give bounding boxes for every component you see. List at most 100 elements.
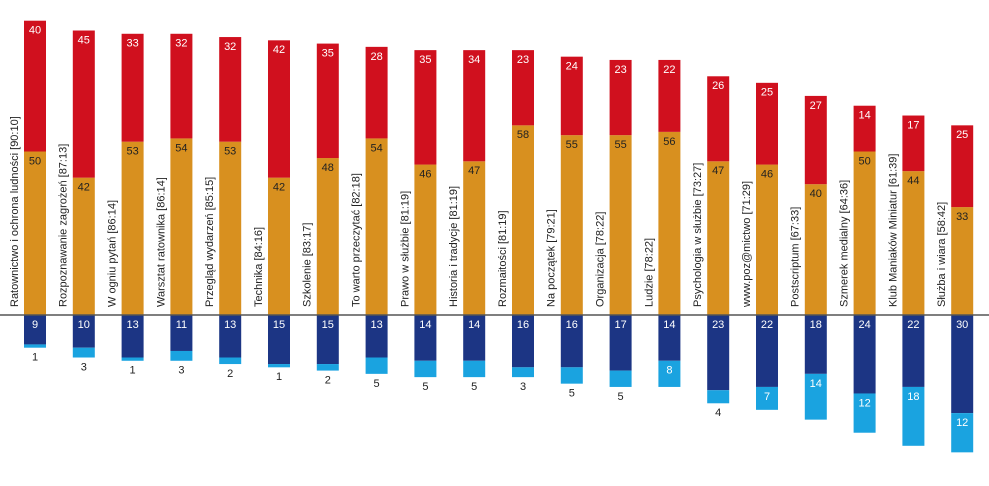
value-label: 23 xyxy=(517,54,529,66)
category-label: Ludzie [78:22] xyxy=(643,238,655,307)
bar-segment xyxy=(609,59,632,136)
bar-segment xyxy=(756,164,778,315)
bar-segment xyxy=(853,105,876,152)
bar-segment xyxy=(560,135,583,315)
value-label: 9 xyxy=(32,319,38,331)
bar-segment xyxy=(512,367,534,378)
bar-segment xyxy=(72,177,95,315)
value-label: 8 xyxy=(666,365,672,377)
value-label: 42 xyxy=(273,44,285,56)
bar-segment xyxy=(658,360,681,387)
category-label: Ratownictwo i ochrona ludności [90:10] xyxy=(9,116,21,307)
value-label: 5 xyxy=(618,391,624,403)
value-label: 1 xyxy=(276,371,282,383)
bar-segment xyxy=(707,161,730,315)
bar-segment xyxy=(219,315,242,358)
value-label: 50 xyxy=(858,155,870,167)
value-label: 28 xyxy=(370,51,382,63)
bar-segment xyxy=(658,131,681,315)
bar-segment xyxy=(463,161,486,315)
bar-segment xyxy=(902,171,925,315)
value-label: 10 xyxy=(78,319,90,331)
value-label: 54 xyxy=(370,142,382,154)
bar-segment xyxy=(365,357,388,374)
bar-segment xyxy=(951,207,974,315)
value-label: 44 xyxy=(907,175,919,187)
value-label: 35 xyxy=(322,47,334,59)
bar-segment xyxy=(121,357,144,361)
value-label: 42 xyxy=(273,182,285,194)
value-label: 11 xyxy=(176,319,187,331)
value-label: 23 xyxy=(712,319,724,331)
value-label: 46 xyxy=(761,168,773,180)
value-label: 14 xyxy=(810,378,822,390)
category-label: Technika [84:16] xyxy=(253,227,265,307)
category-label: Organizacja [78:22] xyxy=(595,212,607,307)
category-label: To warto przeczytać [82:18] xyxy=(351,173,363,307)
value-label: 1 xyxy=(130,365,136,377)
bar-segment xyxy=(24,151,46,315)
bar-segment xyxy=(463,360,486,378)
bar-segment xyxy=(365,138,388,315)
value-label: 32 xyxy=(224,41,236,53)
value-label: 5 xyxy=(569,388,575,400)
category-label: Psychologia w służbie [73:27] xyxy=(692,163,704,307)
category-label: Prawo w służbie [81:19] xyxy=(399,191,411,307)
value-label: 16 xyxy=(566,319,578,331)
value-label: 48 xyxy=(322,162,334,174)
value-label: 14 xyxy=(663,319,675,331)
value-label: 2 xyxy=(227,368,233,380)
category-label: Rozmaitości [81:19] xyxy=(497,210,509,307)
bar-segment xyxy=(24,315,46,345)
bar-segment xyxy=(951,125,974,208)
value-label: 22 xyxy=(907,319,919,331)
category-label: Na początek [79:21] xyxy=(546,209,558,307)
value-label: 54 xyxy=(175,142,187,154)
bar-segment xyxy=(804,95,827,185)
bar-segment xyxy=(268,40,290,178)
bar-segment xyxy=(609,315,632,371)
bar-segment xyxy=(316,158,339,315)
value-label: 7 xyxy=(764,391,770,403)
bar-segment xyxy=(414,315,437,361)
value-label: 14 xyxy=(468,319,480,331)
bar-segment xyxy=(170,315,193,351)
value-label: 14 xyxy=(419,319,431,331)
value-label: 42 xyxy=(78,182,90,194)
bar-segment xyxy=(219,37,242,142)
category-label: Rozpoznawanie zagrożeń [87:13] xyxy=(58,144,70,307)
value-label: 26 xyxy=(712,80,724,92)
value-label: 47 xyxy=(468,165,480,177)
value-label: 24 xyxy=(566,61,578,73)
value-label: 40 xyxy=(29,25,41,37)
value-label: 16 xyxy=(517,319,529,331)
bar-segment xyxy=(756,386,778,410)
value-label: 53 xyxy=(126,146,138,158)
bar-segment xyxy=(512,50,534,126)
bar-segment xyxy=(365,315,388,358)
value-label: 53 xyxy=(224,146,236,158)
bar-segment xyxy=(121,141,144,315)
value-label: 25 xyxy=(761,87,773,99)
value-label: 5 xyxy=(374,378,380,390)
value-label: 33 xyxy=(126,38,138,50)
value-label: 13 xyxy=(370,319,382,331)
bar-segment xyxy=(219,141,242,315)
bar-segment xyxy=(853,393,876,433)
bar-segment xyxy=(756,82,778,165)
value-label: 50 xyxy=(29,155,41,167)
value-label: 22 xyxy=(663,64,675,76)
value-label: 15 xyxy=(322,319,334,331)
value-label: 46 xyxy=(419,168,431,180)
bar-segment xyxy=(72,315,95,348)
bar-segment xyxy=(951,315,974,414)
value-label: 55 xyxy=(566,139,578,151)
bar-segment xyxy=(804,373,827,420)
value-label: 45 xyxy=(78,34,90,46)
bar-segment xyxy=(560,367,583,384)
value-label: 30 xyxy=(956,319,968,331)
bar-segment xyxy=(24,344,46,348)
bar-segment xyxy=(414,50,437,165)
value-label: 56 xyxy=(663,136,675,148)
